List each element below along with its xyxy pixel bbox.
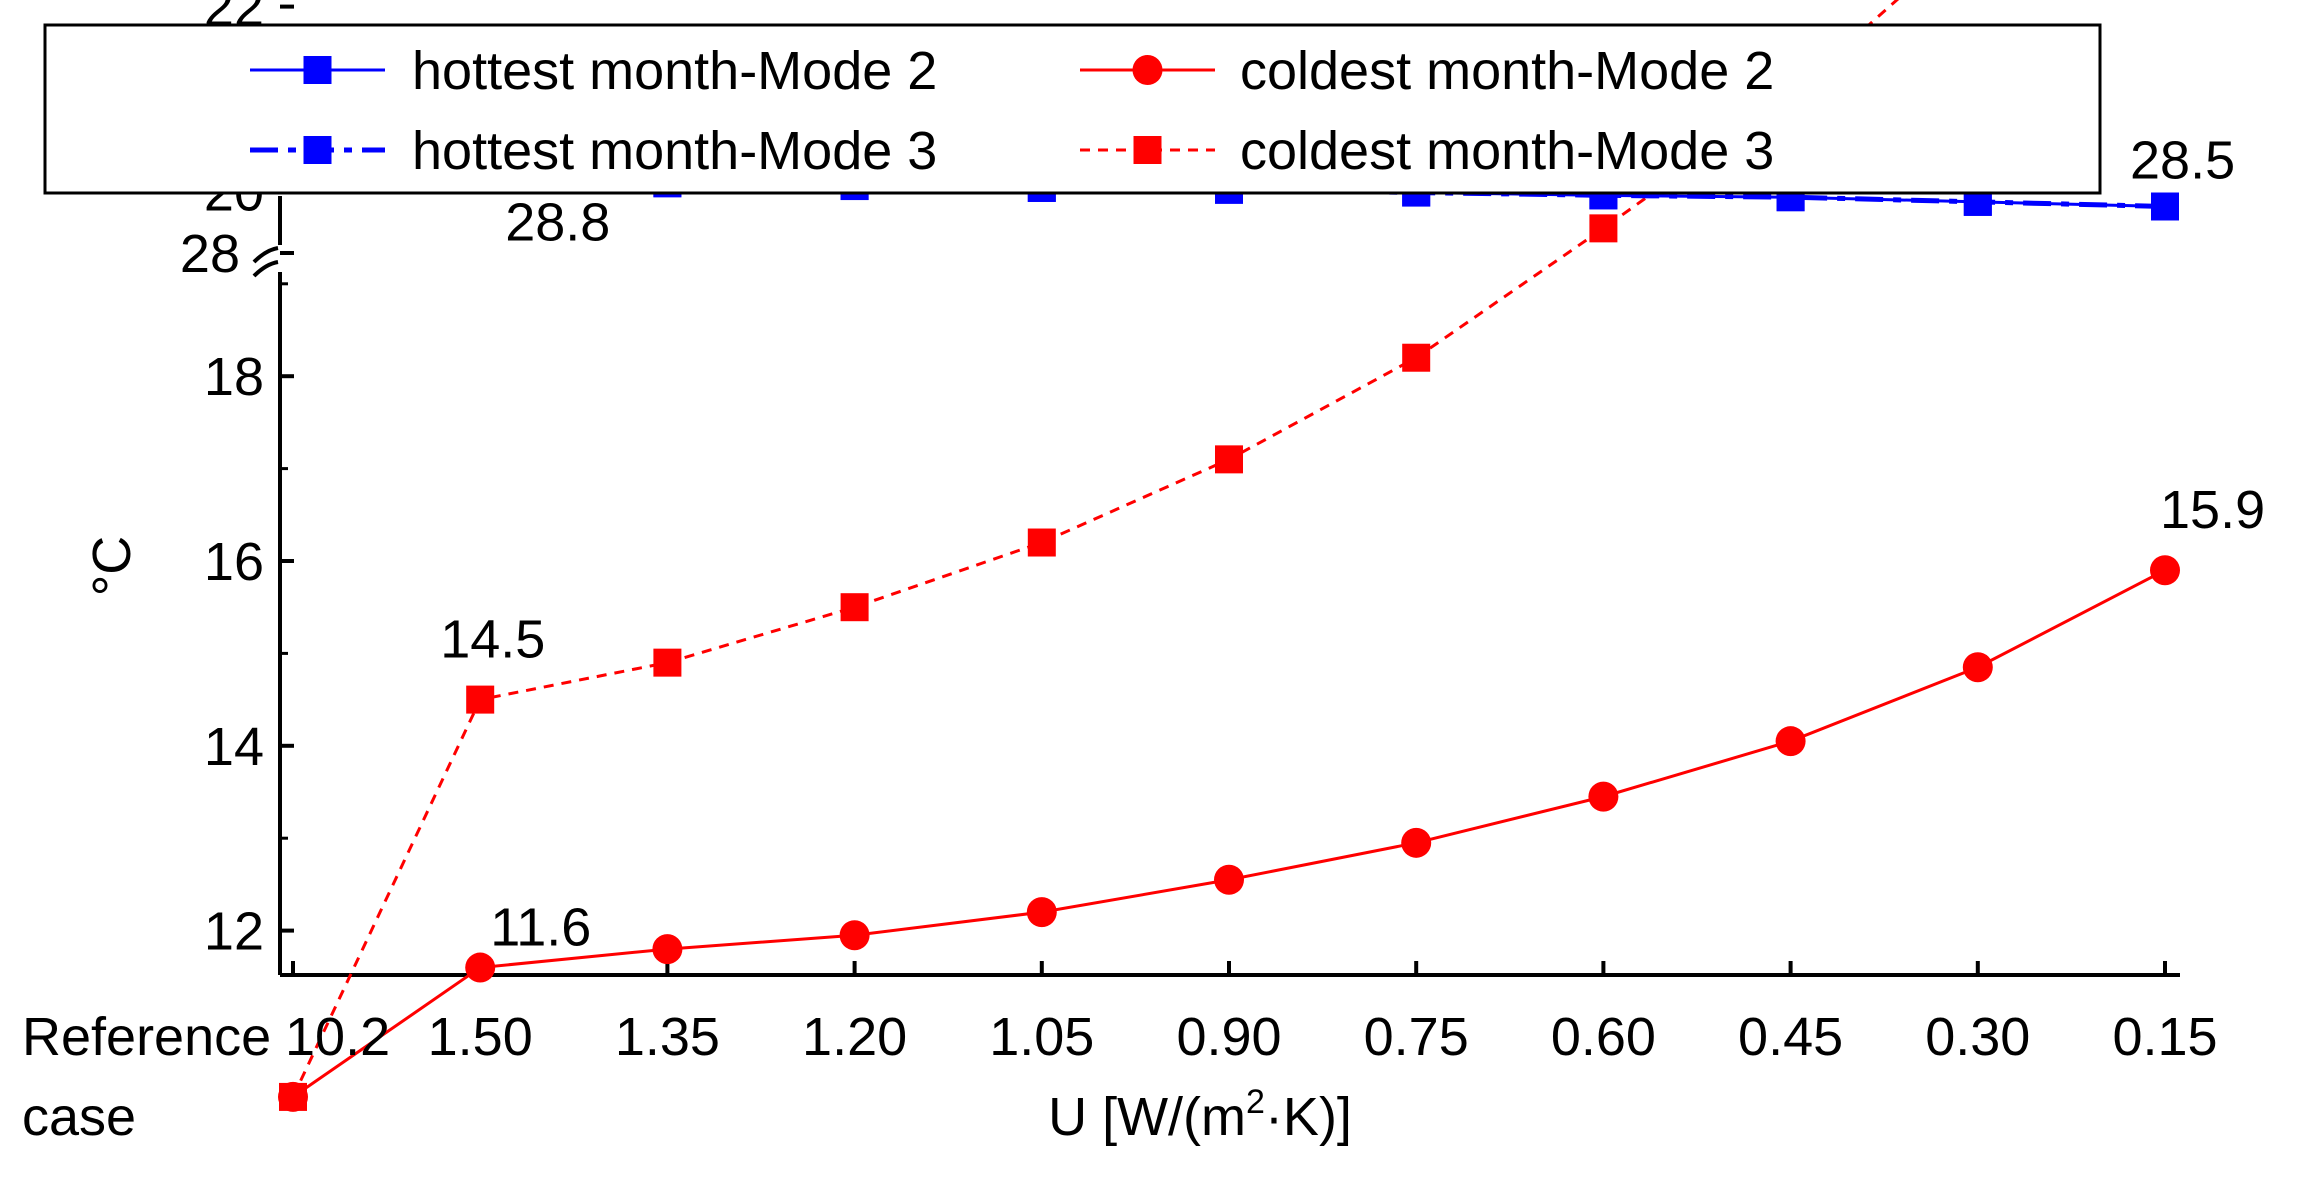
x-tick-label: 1.20 xyxy=(802,1007,907,1067)
data-point xyxy=(839,920,870,951)
x-tick-label: 0.30 xyxy=(1925,1007,2030,1067)
data-point xyxy=(1775,726,1806,757)
legend-label: hottest month-Mode 2 xyxy=(412,41,937,101)
data-point xyxy=(1215,445,1243,474)
x-tick-label: 0.45 xyxy=(1738,1007,1843,1067)
data-point xyxy=(2151,192,2179,221)
legend-marker xyxy=(1133,136,1162,164)
legend-item: hottest month-Mode 2 xyxy=(250,41,937,101)
legend-marker xyxy=(303,136,332,164)
legend-label: coldest month-Mode 2 xyxy=(1240,41,1774,101)
axis-break-mark xyxy=(252,260,279,278)
legend-item: coldest month-Mode 2 xyxy=(1080,41,1774,101)
data-point xyxy=(1962,652,1993,683)
x-tick-label: 0.90 xyxy=(1176,1007,1281,1067)
data-point xyxy=(1027,528,1056,557)
axis-break-mark xyxy=(252,246,279,264)
x-axis-label: U [W/(m2·K)] xyxy=(1048,1083,1352,1147)
data-point xyxy=(1026,897,1057,928)
legend-label: coldest month-Mode 3 xyxy=(1240,121,1774,181)
legend-label: hottest month-Mode 3 xyxy=(412,121,937,181)
legend-item: coldest month-Mode 3 xyxy=(1080,121,1774,181)
data-label: 28.8 xyxy=(505,193,610,253)
y-tick-label: 18 xyxy=(204,347,264,407)
x-tick-label: 0.60 xyxy=(1551,1007,1656,1067)
data-point xyxy=(1401,827,1432,858)
axes xyxy=(252,196,2180,977)
y-axis-label: °C xyxy=(82,536,142,597)
data-point xyxy=(465,952,496,983)
x-tick-label: 1.50 xyxy=(428,1007,533,1067)
data-point xyxy=(1589,214,1618,243)
data-point xyxy=(2150,555,2180,586)
x-tick-label: 0.75 xyxy=(1364,1007,1469,1067)
legend: hottest month-Mode 2 coldest month-Mode 2… xyxy=(43,23,2102,195)
data-point xyxy=(653,648,682,677)
x-tick-label: Reference xyxy=(22,1007,271,1067)
y-tick-label: 28 xyxy=(180,224,240,284)
data-label: 14.5 xyxy=(440,610,545,670)
data-point xyxy=(279,1082,307,1111)
data-point xyxy=(1402,343,1431,372)
legend-box xyxy=(43,23,2102,195)
data-label: 11.6 xyxy=(490,898,591,958)
y-tick-label: 14 xyxy=(204,717,264,777)
y-tick-label: 12 xyxy=(204,902,264,962)
data-point xyxy=(1588,781,1619,812)
x-tick-label: 0.15 xyxy=(2112,1007,2217,1067)
x-tick-label: 1.35 xyxy=(615,1007,720,1067)
data-point xyxy=(466,685,495,714)
x-tick-label: 1.05 xyxy=(989,1007,1094,1067)
legend-marker xyxy=(303,56,332,84)
data-label: 15.9 xyxy=(2160,480,2265,540)
data-point xyxy=(840,593,869,622)
legend-marker xyxy=(1132,55,1163,85)
legend-item: hottest month-Mode 3 xyxy=(250,121,937,181)
data-label: 10.2 xyxy=(285,1007,390,1067)
data-point xyxy=(1214,864,1244,895)
x-tick-label: case xyxy=(22,1087,136,1147)
data-point xyxy=(652,934,683,965)
data-label: 28.5 xyxy=(2130,131,2235,191)
y-tick-label: 16 xyxy=(204,532,264,592)
